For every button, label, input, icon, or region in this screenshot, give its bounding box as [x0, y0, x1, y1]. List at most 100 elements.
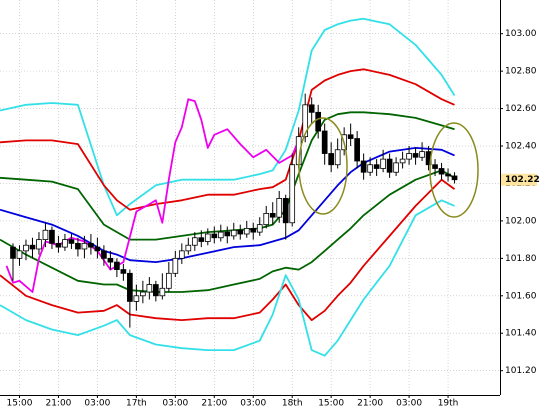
- band-line: [0, 68, 455, 211]
- candle-body: [120, 269, 127, 274]
- candle-body: [347, 134, 354, 139]
- candle-body: [94, 246, 101, 252]
- y-tick-label: 101.80: [505, 254, 537, 264]
- x-tick-label: 03:00: [396, 399, 422, 409]
- candle-body: [211, 233, 218, 239]
- candle-body: [146, 284, 153, 293]
- x-tick-label: 21:00: [45, 399, 71, 409]
- candle-body: [204, 233, 211, 242]
- candle-body: [276, 198, 283, 218]
- y-tick-label: 101.20: [505, 366, 537, 376]
- candle-body: [16, 250, 23, 259]
- candle-body: [373, 164, 380, 169]
- candle-body: [263, 213, 270, 226]
- candle-body: [191, 237, 198, 246]
- x-tick-label: 21:00: [201, 399, 227, 409]
- candle-body: [23, 244, 29, 252]
- candle-body: [165, 272, 172, 289]
- lines: [0, 17, 456, 357]
- candle-body: [302, 104, 309, 138]
- candle-body: [224, 231, 231, 237]
- highlight-ellipse: [429, 122, 479, 218]
- candle-body: [114, 261, 120, 270]
- candle-body: [159, 287, 166, 297]
- candle-body: [419, 151, 425, 158]
- candle-body: [68, 239, 75, 244]
- candle-body: [438, 168, 445, 175]
- band-line: [0, 178, 456, 321]
- candle-body: [49, 229, 55, 244]
- y-tick-label: 101.40: [505, 329, 537, 339]
- y-tick-label: 103.00: [505, 29, 537, 39]
- candle-body: [367, 164, 373, 173]
- candle-body: [250, 227, 257, 233]
- candle-body: [88, 242, 94, 248]
- candle-body: [153, 284, 159, 297]
- candle-body: [107, 257, 114, 263]
- candle-body: [237, 229, 244, 235]
- candle-body: [101, 250, 107, 259]
- candle-body: [445, 173, 451, 177]
- candle-body: [282, 198, 289, 224]
- candle-body: [451, 175, 458, 181]
- band-line: [0, 199, 455, 357]
- candle-body: [386, 158, 393, 173]
- grid: [0, 0, 500, 395]
- y-tick-label: 102.80: [505, 67, 537, 77]
- candle-body: [432, 164, 438, 169]
- candle-body: [75, 242, 81, 250]
- y-tick-label: 102.00: [505, 216, 537, 226]
- candle-body: [198, 237, 205, 242]
- band-line: [0, 169, 455, 293]
- candle-body: [393, 162, 399, 173]
- x-tick-label: 18th: [282, 399, 303, 409]
- candle-body: [36, 239, 42, 250]
- x-tick-label: 19th: [438, 399, 459, 409]
- candle-body: [127, 272, 133, 302]
- candle-body: [315, 111, 322, 132]
- candle-body: [354, 138, 360, 162]
- candle-body: [185, 244, 192, 252]
- candle-body: [29, 244, 36, 250]
- x-tick-label: 03:00: [84, 399, 110, 409]
- candle-body: [243, 227, 250, 235]
- candle-body: [217, 231, 224, 239]
- y-tick-label: 102.60: [505, 104, 537, 114]
- candle-body: [360, 160, 367, 173]
- candle-body: [269, 213, 276, 218]
- x-tick-label: 21:00: [357, 399, 383, 409]
- candle-body: [308, 104, 315, 113]
- highlight-ellipse: [298, 117, 348, 215]
- candle-body: [321, 130, 328, 154]
- candle-body: [133, 295, 140, 302]
- candle-body: [81, 242, 88, 250]
- x-tick-label: 15:00: [318, 399, 344, 409]
- candle-body: [178, 250, 185, 259]
- x-tick-label: 03:00: [240, 399, 266, 409]
- band-line: [0, 17, 456, 217]
- candle-body: [62, 239, 68, 248]
- candle-body: [10, 246, 16, 259]
- candle-body: [399, 158, 406, 164]
- candle-body: [140, 291, 146, 297]
- x-tick-label: 03:00: [162, 399, 188, 409]
- candle-body: [328, 153, 335, 166]
- candle-body: [172, 257, 179, 274]
- candle-body: [289, 164, 296, 224]
- y-tick-label: 101.60: [505, 291, 537, 301]
- candle-body: [42, 229, 49, 241]
- candle-body: [230, 229, 237, 237]
- x-tick-label: 15:00: [7, 399, 33, 409]
- candle-body: [334, 149, 341, 166]
- x-tick-label: 17th: [126, 399, 147, 409]
- y-tick-label: 102.40: [505, 142, 537, 152]
- candle-body: [256, 224, 263, 233]
- candle-body: [380, 158, 386, 169]
- last-price-box: [501, 173, 537, 186]
- candle-body: [55, 242, 62, 248]
- candle-body: [412, 153, 419, 158]
- candle-body: [406, 153, 412, 160]
